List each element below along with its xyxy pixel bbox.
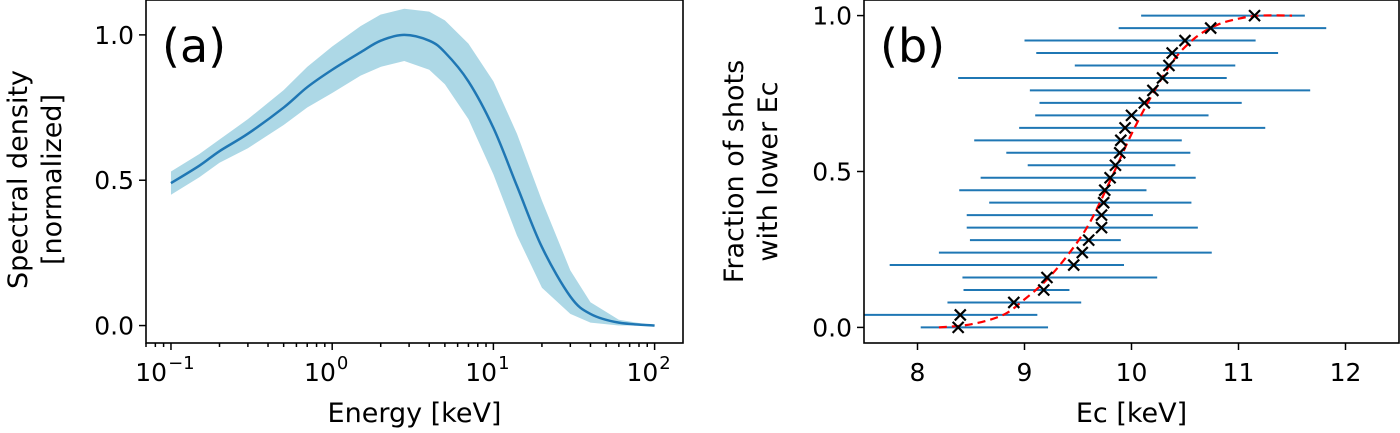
x-tick-label: 11 [1223,358,1255,387]
y-tick-label: 0.5 [94,166,134,195]
spectral-density-line [170,33,655,327]
panel-b: 8 9 10 11 12 0.0 0.5 1.0 (b) Ec [keV] Fraction … [719,0,1400,429]
data-point-marker [1067,258,1080,272]
data-point-marker [1095,208,1108,222]
fit-curve [938,14,1293,329]
data-point-marker [1114,134,1128,147]
x-tick-exponent: 2 [659,353,670,374]
x-tick-exponent: 1 [498,353,509,374]
data-point-marker [1178,34,1192,47]
data-point-marker [1113,146,1127,160]
y-tick-label: 1.0 [812,2,852,31]
data-point-marker [1156,71,1169,85]
data-point-marker [951,321,965,334]
data-point-marker [1204,21,1217,35]
y-axis-label-a-line2: [normalized] [37,94,68,265]
x-tick-label: 8 [910,358,926,387]
y-axis-label-a-line1: Spectral density [3,70,34,289]
data-point-marker [1103,171,1117,185]
panel-label-b: (b) [880,19,945,73]
data-point-marker [1165,46,1179,60]
data-point-marker [1007,296,1021,309]
x-tick-exponent: −1 [168,353,195,374]
y-axis-label-b-line2: with lower Ec [753,81,784,261]
y-tick-label: 0.5 [812,158,852,187]
data-point-marker [1098,183,1112,197]
data-point-marker [1082,233,1095,247]
uncertainty-band [170,8,655,326]
data-point-marker [1138,96,1151,110]
data-point-marker [1125,109,1138,122]
y-tick-label: 0.0 [94,312,134,341]
data-point-marker [1248,9,1261,22]
data-point-marker [1037,283,1051,297]
x-axis-label-b: Ec [keV] [1076,398,1187,429]
data-point-marker [1076,246,1089,259]
y-axis-label-b-line1: Fraction of shots [719,60,750,283]
x-tick-label: 101 [465,353,509,387]
x-tick-label: 9 [1017,358,1033,387]
data-point-marker [1162,59,1176,72]
x-tick-label: 10−1 [135,353,194,387]
x-tick-exponent: 0 [337,353,348,374]
x-tick-label: 100 [304,353,348,387]
data-point-marker [1097,196,1110,209]
data-point-marker [1095,221,1108,234]
y-tick-label: 1.0 [94,21,134,50]
plot-area-b [864,9,1327,334]
data-point-marker [1118,121,1132,135]
data-point-marker [1146,84,1160,97]
y-tick-label: 0.0 [812,313,852,342]
ticks-b: 8 9 10 11 12 0.0 0.5 1.0 [812,2,1361,387]
error-bars [864,14,1327,329]
panel-label-a: (a) [162,19,226,73]
data-markers [951,9,1261,334]
plot-frame-a [145,0,684,344]
x-tick-label: 102 [626,353,670,387]
data-point-marker [1040,271,1054,284]
x-tick-label: 10 [1116,358,1148,387]
data-point-marker [1109,158,1122,172]
x-tick-label: 12 [1330,358,1362,387]
x-axis-label-a: Energy [keV] [328,398,502,429]
data-point-marker [954,308,967,322]
